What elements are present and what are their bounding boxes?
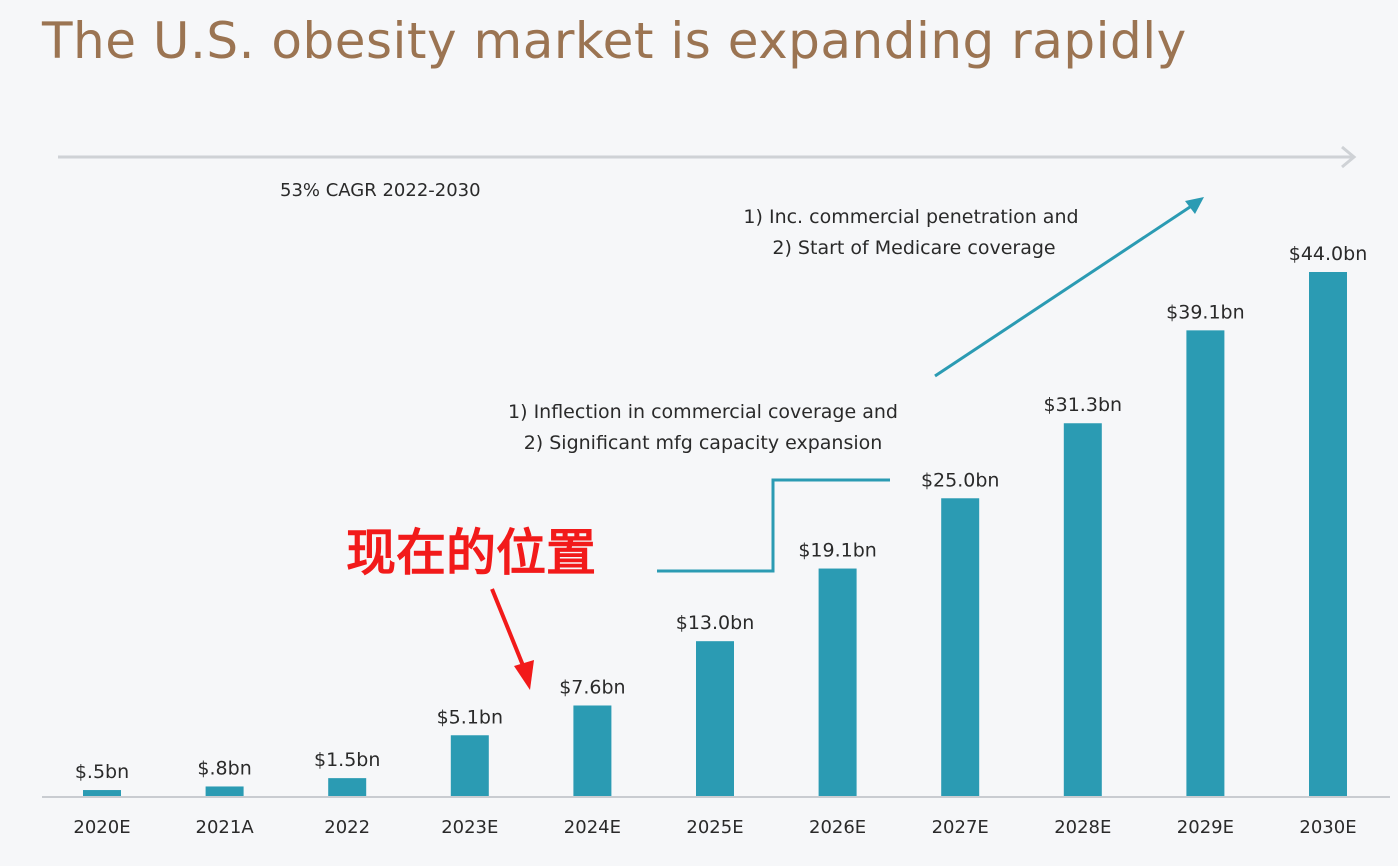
bar-2027E <box>941 498 980 796</box>
value-label-2023E: $5.1bn <box>437 706 503 728</box>
bar-2030E <box>1309 272 1347 796</box>
value-label-2022: $1.5bn <box>314 749 380 771</box>
value-label-2030E: $44.0bn <box>1289 243 1368 265</box>
category-label-2024E: 2024E <box>564 817 621 838</box>
value-label-2021A: $.8bn <box>197 757 251 779</box>
bar-2025E <box>696 641 734 796</box>
value-label-2026E: $19.1bn <box>798 540 877 562</box>
category-label-2021A: 2021A <box>196 817 255 838</box>
chart-title: The U.S. obesity market is expanding rap… <box>42 12 1187 70</box>
bar-2026E <box>818 568 857 796</box>
cagr-label: 53% CAGR 2022-2030 <box>280 180 481 201</box>
value-label-2020E: $.5bn <box>75 761 129 783</box>
bar-2022 <box>328 778 367 796</box>
value-label-2024E: $7.6bn <box>559 676 625 698</box>
category-label-2020E: 2020E <box>73 817 130 838</box>
cagr-arrow <box>58 145 1357 169</box>
annotation-connector <box>657 478 890 573</box>
labels-layer: $.5bn 2020E $.8bn 2021A $1.5bn 2022 $5.1bn 2023… <box>73 243 1367 838</box>
category-label-2025E: 2025E <box>686 817 743 838</box>
bar-2029E <box>1186 330 1225 796</box>
value-label-2028E: $31.3bn <box>1044 394 1123 416</box>
annotation-upper-line1: 1) Inc. commercial penetration and <box>743 206 1078 228</box>
growth-arrow <box>934 197 1204 378</box>
category-label-2029E: 2029E <box>1177 817 1234 838</box>
category-label-2027E: 2027E <box>932 817 989 838</box>
current-position-label: 现在的位置 <box>346 524 596 582</box>
category-label-2023E: 2023E <box>441 817 498 838</box>
value-label-2025E: $13.0bn <box>676 612 755 634</box>
bar-2023E <box>450 735 489 796</box>
bar-2020E <box>83 790 121 796</box>
current-position-arrow <box>490 588 534 690</box>
category-label-2028E: 2028E <box>1054 817 1111 838</box>
bar-2021A <box>205 786 244 796</box>
bars-layer <box>83 272 1347 796</box>
annotation-upper-line2: 2) Start of Medicare coverage <box>772 237 1055 259</box>
category-label-2030E: 2030E <box>1299 817 1356 838</box>
bar-2024E <box>573 705 612 796</box>
category-label-2026E: 2026E <box>809 817 866 838</box>
annotation-lower-line1: 1) Inflection in commercial coverage and <box>508 401 898 423</box>
bar-2028E <box>1063 423 1102 796</box>
value-label-2029E: $39.1bn <box>1166 301 1245 323</box>
annotation-lower-line2: 2) Significant mfg capacity expansion <box>524 432 883 454</box>
value-label-2027E: $25.0bn <box>921 469 1000 491</box>
category-label-2022: 2022 <box>324 817 370 838</box>
